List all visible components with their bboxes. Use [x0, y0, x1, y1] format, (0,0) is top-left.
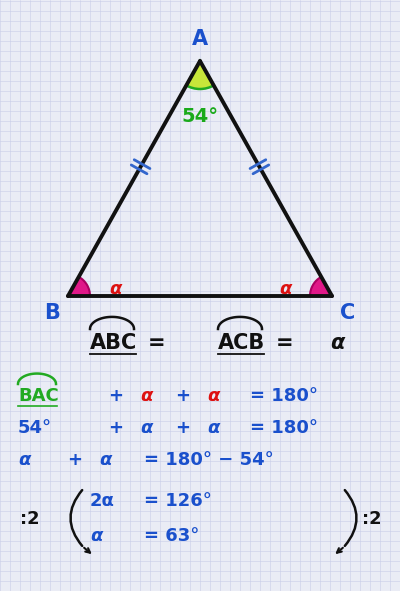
Text: A: A — [192, 29, 208, 49]
Text: +: + — [108, 387, 123, 405]
Text: α: α — [330, 333, 344, 353]
Text: +: + — [108, 419, 123, 437]
Text: =: = — [276, 333, 294, 353]
Text: α: α — [109, 280, 121, 298]
Text: C: C — [340, 303, 356, 323]
Text: 2α: 2α — [90, 492, 115, 510]
Text: α: α — [99, 451, 111, 469]
Text: α: α — [140, 419, 152, 437]
Text: α: α — [207, 419, 219, 437]
Text: α: α — [140, 387, 152, 405]
Text: = 126°: = 126° — [144, 492, 212, 510]
Text: B: B — [44, 303, 60, 323]
Text: = 180°: = 180° — [250, 387, 318, 405]
Text: :2: :2 — [20, 510, 40, 528]
Wedge shape — [310, 277, 332, 296]
Text: α: α — [18, 451, 30, 469]
Text: ABC: ABC — [90, 333, 137, 353]
Text: :2: :2 — [362, 510, 382, 528]
Text: = 63°: = 63° — [144, 527, 199, 545]
Text: = 180° − 54°: = 180° − 54° — [144, 451, 274, 469]
Text: +: + — [67, 451, 82, 469]
Text: 54°: 54° — [182, 106, 218, 125]
Text: α: α — [279, 280, 291, 298]
Text: 54°: 54° — [18, 419, 52, 437]
Text: = 180°: = 180° — [250, 419, 318, 437]
Text: +: + — [175, 387, 190, 405]
Wedge shape — [68, 277, 90, 296]
Text: BAC: BAC — [18, 387, 59, 405]
Wedge shape — [186, 61, 214, 89]
Text: ACB: ACB — [218, 333, 265, 353]
Text: =: = — [148, 333, 166, 353]
Text: α: α — [90, 527, 102, 545]
Text: +: + — [175, 419, 190, 437]
Text: α: α — [207, 387, 219, 405]
